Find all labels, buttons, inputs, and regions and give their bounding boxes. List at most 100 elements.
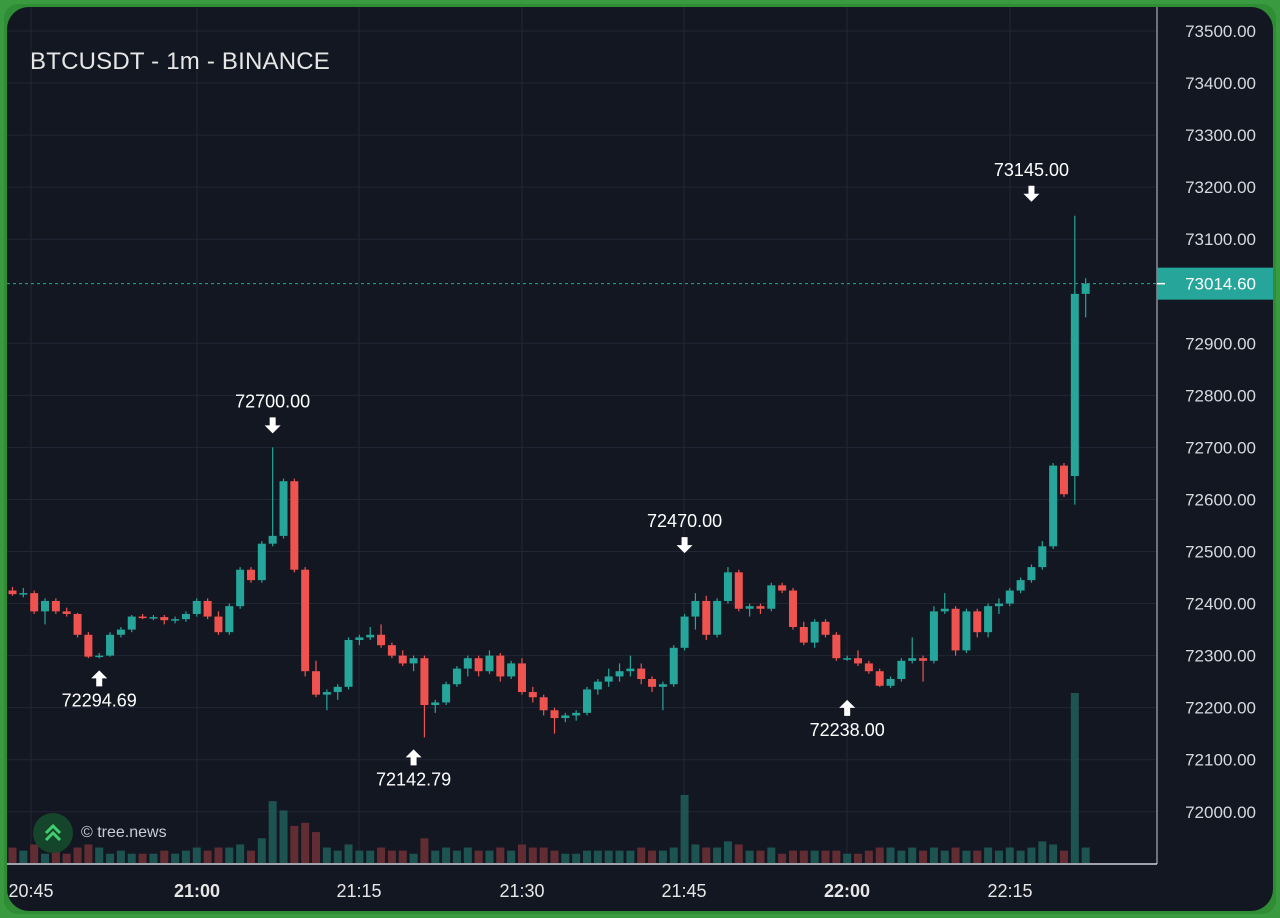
candle-body [192,600,201,614]
low-label: 72294.69 [62,690,137,710]
candle-body [517,663,526,693]
volume-bar [810,850,819,863]
candle-body [95,655,104,658]
volume-bar [8,847,17,863]
candle-body [398,655,407,664]
candle-body [713,600,722,635]
candle-body [355,637,364,640]
candle-body [507,663,516,677]
candle-body [561,715,570,719]
chart-title: BTCUSDT - 1m - BINANCE [30,48,330,75]
candle-body [8,590,17,595]
x-tick-label: 21:45 [661,881,706,901]
candle-body [973,611,982,633]
last-price-label: 73014.60 [1185,275,1256,294]
volume-bar [1070,693,1079,863]
volume-bar [268,801,277,863]
volume-bar [788,850,797,863]
candle-body [550,710,559,719]
volume-bar [875,847,884,863]
watermark-text: © tree.news [81,824,167,841]
volume-bar [984,847,993,863]
candle-body [984,606,993,633]
candle-body [1059,465,1068,495]
volume-bar [1016,850,1025,863]
candle-body [951,608,960,651]
volume-bar [550,850,559,863]
volume-bar [474,850,483,863]
volume-bar [1059,850,1068,863]
volume-bar [452,850,461,863]
candle-body [604,676,613,682]
candle-body [442,684,451,703]
volume-bar [192,847,201,863]
candle-body [864,663,873,672]
volume-bar [919,850,928,863]
volume-bar [832,850,841,863]
candle-body [290,481,299,570]
candle-body [669,647,678,685]
volume-bar [778,853,787,863]
candle-body [1070,293,1079,477]
y-tick-label: 72100.00 [1185,751,1256,770]
candle-body [1049,465,1058,547]
y-tick-label: 72400.00 [1185,595,1256,614]
volume-bar [973,850,982,863]
volume-bar [658,850,667,863]
candle-body [756,606,765,609]
candle-body [160,617,169,621]
volume-bar [897,850,906,863]
volume-bar [648,850,657,863]
candle-body [268,535,277,544]
volume-bar [485,850,494,863]
candle-body [138,616,147,619]
candle-body [940,608,949,612]
volume-bar [854,853,863,863]
volume-bar [691,844,700,863]
volume-bar [496,847,505,863]
y-tick-label: 72600.00 [1185,490,1256,509]
y-tick-label: 72200.00 [1185,699,1256,718]
volume-bar [19,850,28,863]
x-tick-label: 21:30 [499,881,544,901]
y-tick-label: 73300.00 [1185,126,1256,145]
candle-body [463,658,472,669]
volume-bar [821,850,830,863]
volume-bar [301,822,310,863]
candle-body [648,679,657,687]
volume-bar [160,850,169,863]
high-label: 73145.00 [994,160,1069,180]
last-price-badge [1157,267,1273,300]
volume-bar [713,847,722,863]
candle-body [322,692,331,695]
volume-bar [257,838,266,863]
y-tick-label: 73200.00 [1185,178,1256,197]
volume-bar [1038,841,1047,863]
y-tick-label: 73400.00 [1185,74,1256,93]
candle-body [962,611,971,651]
candle-body [832,634,841,659]
volume-bar [637,847,646,863]
volume-bar [756,850,765,863]
candle-body [745,606,754,609]
candle-body [680,616,689,648]
volume-bar [149,853,158,863]
candle-body [1005,590,1014,604]
candle-body [583,689,592,713]
candle-body [366,634,375,638]
candle-body [181,613,190,620]
candle-body [51,600,60,612]
volume-bar [702,847,711,863]
volume-bar [420,838,429,863]
candle-body [897,660,906,680]
candle-body [767,585,776,609]
volume-bar [929,847,938,863]
volume-bar [442,847,451,863]
volume-bar [51,850,60,863]
volume-bar [561,853,570,863]
candle-body [572,712,581,716]
low-label: 72238.00 [810,720,885,740]
candle-body [615,671,624,677]
candlestick-chart[interactable]: 73500.00 73400.00 73300.00 73200.00 73100.00… [7,7,1273,911]
volume-bar [507,850,516,863]
